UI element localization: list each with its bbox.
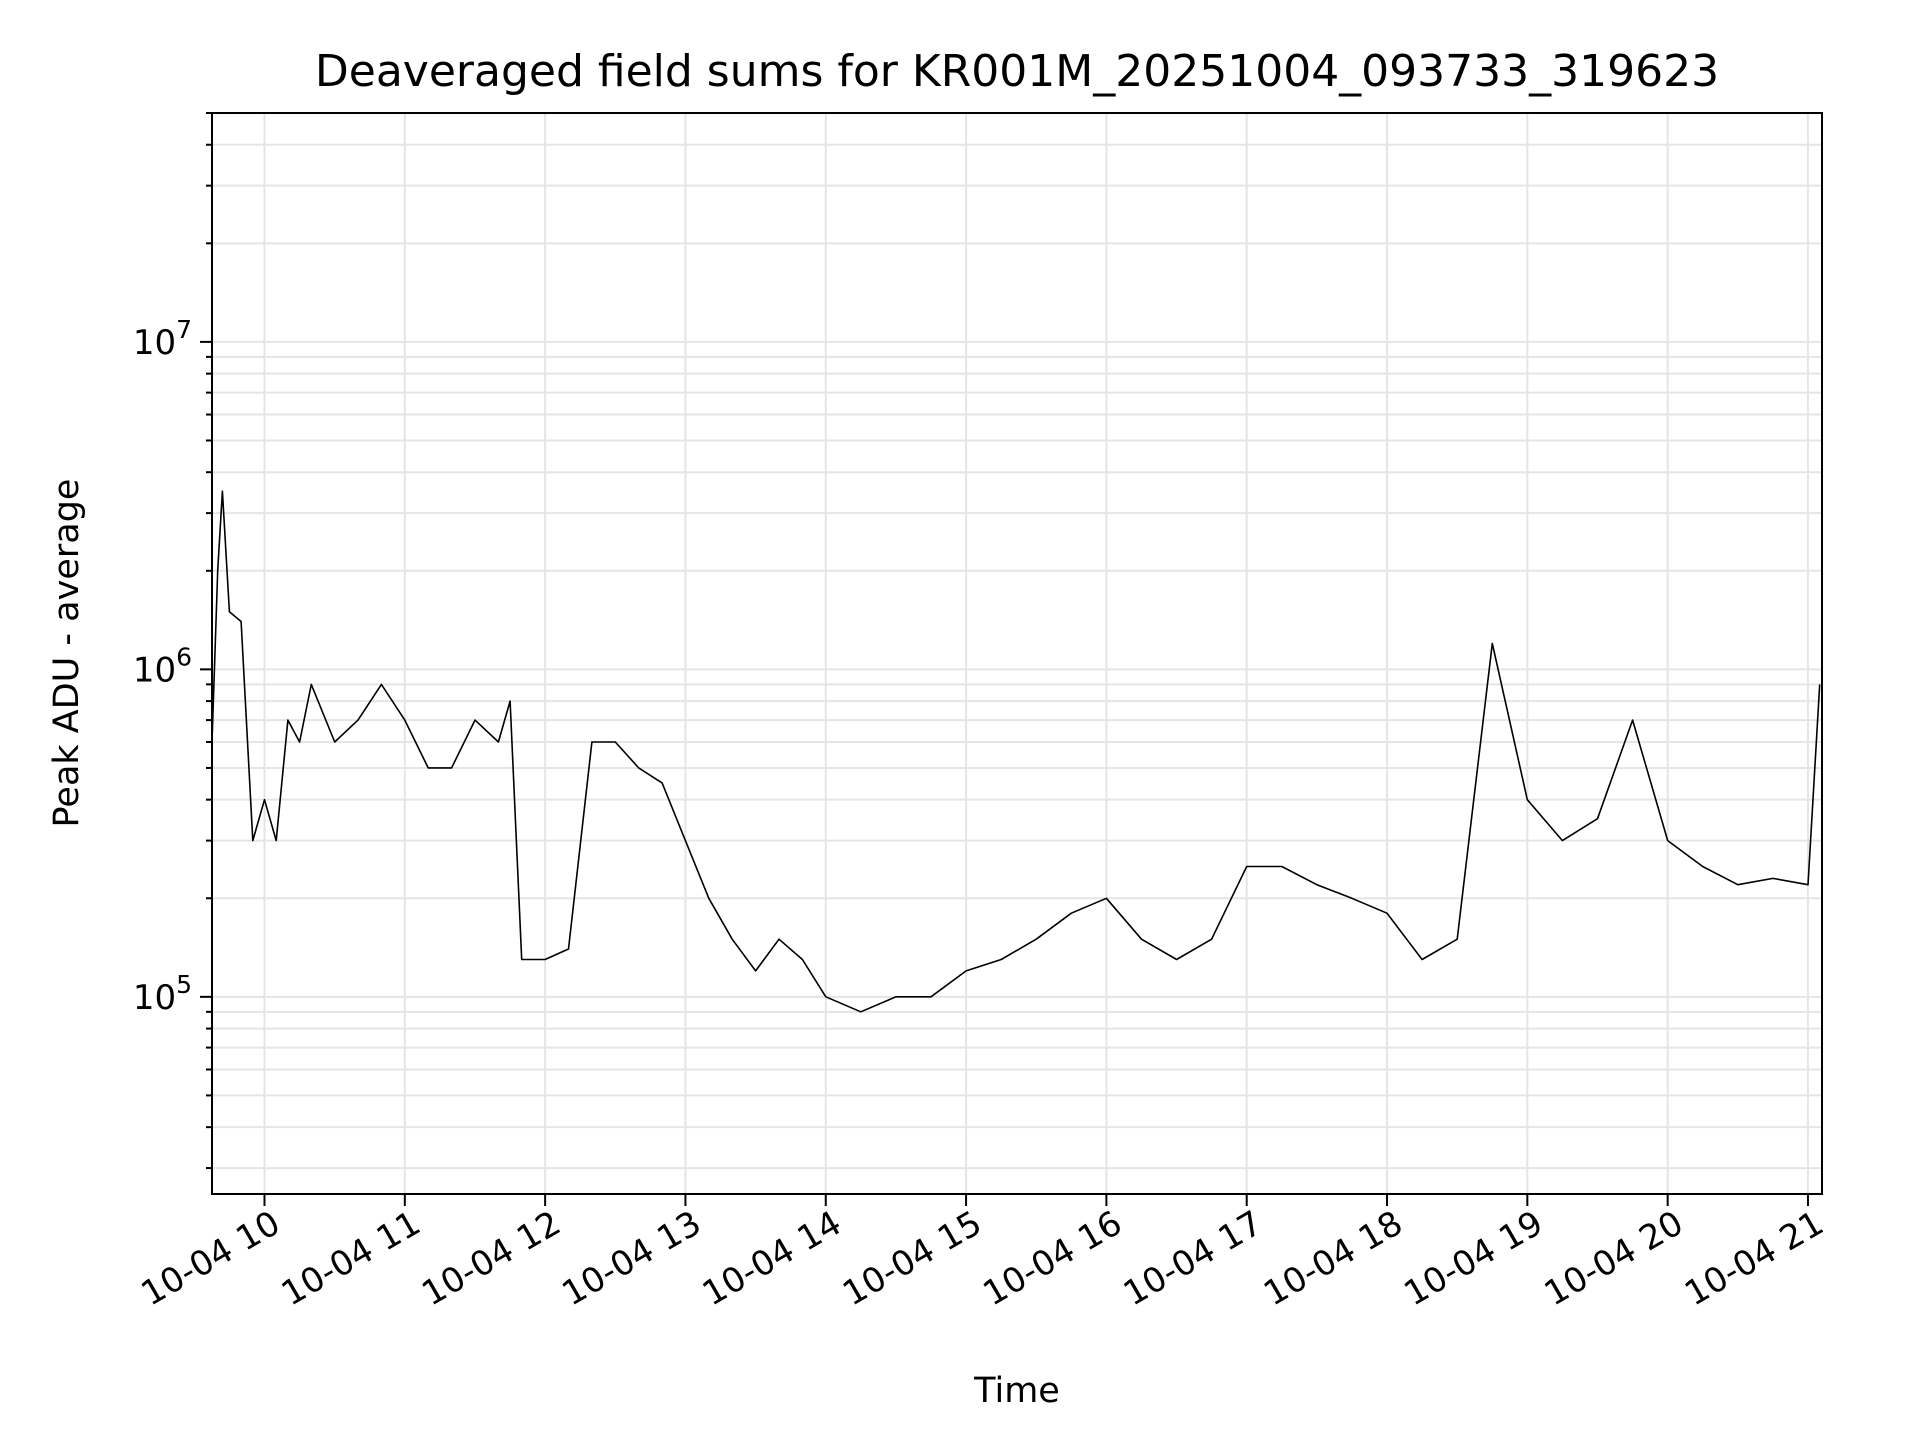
x-tick-label: 10-04 11 — [275, 1203, 427, 1314]
x-tick-label: 10-04 18 — [1257, 1203, 1409, 1314]
y-tick-base: 10 — [133, 978, 176, 1018]
y-tick-exponent: 5 — [176, 970, 192, 999]
x-tick-label: 10-04 10 — [135, 1203, 287, 1314]
series-group — [211, 490, 1821, 1013]
x-tick-label: 10-04 20 — [1538, 1203, 1690, 1314]
x-tick-label: 10-04 14 — [696, 1203, 848, 1314]
plot-frame — [211, 112, 1823, 1195]
y-axis-label: Peak ADU - average — [47, 479, 87, 828]
x-tick-label: 10-04 12 — [415, 1203, 567, 1314]
x-axis-label: Time — [973, 1371, 1060, 1411]
y-tick-base: 10 — [133, 323, 176, 363]
grid — [212, 112, 1822, 1194]
y-tick-label: 105 — [133, 970, 192, 1018]
series-line — [211, 490, 1821, 1013]
chart-title: Deaveraged field sums for KR001M_2025100… — [315, 46, 1719, 97]
y-tick-label: 107 — [133, 315, 192, 363]
x-tick-label: 10-04 13 — [556, 1203, 708, 1314]
y-tick-exponent: 6 — [176, 642, 192, 671]
y-tick-base: 10 — [133, 650, 176, 690]
y-tick-exponent: 7 — [176, 315, 192, 344]
x-tick-label: 10-04 19 — [1397, 1203, 1549, 1314]
x-tick-label: 10-04 16 — [976, 1203, 1128, 1314]
x-tick-label: 10-04 15 — [836, 1203, 988, 1314]
x-tick-label: 10-04 21 — [1678, 1203, 1830, 1314]
y-tick-label: 106 — [133, 642, 192, 690]
x-tick-label: 10-04 17 — [1117, 1203, 1269, 1314]
